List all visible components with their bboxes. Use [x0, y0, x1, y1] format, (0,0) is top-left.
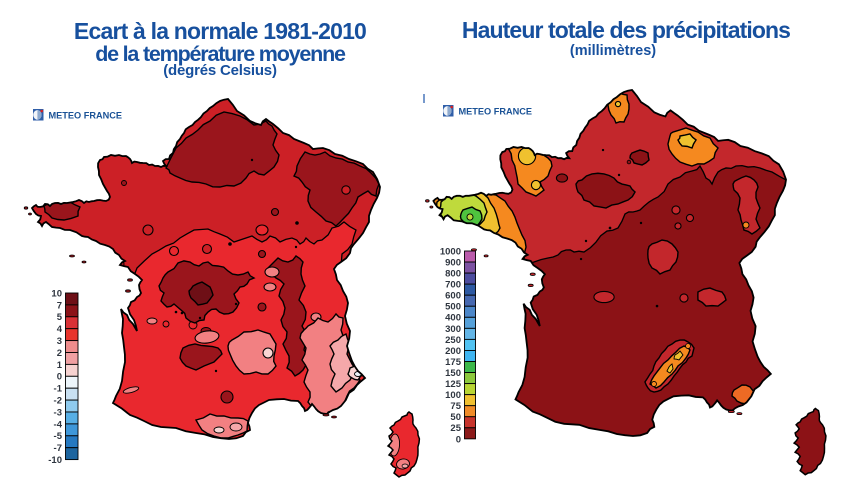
svg-text:-2: -2	[54, 396, 62, 407]
svg-text:METEO FRANCE: METEO FRANCE	[459, 107, 533, 117]
svg-text:-3: -3	[54, 407, 62, 418]
svg-text:-5: -5	[54, 431, 63, 442]
svg-text:5: 5	[57, 312, 63, 323]
svg-text:METEO FRANCE: METEO FRANCE	[49, 111, 123, 121]
svg-text:125: 125	[445, 379, 462, 390]
svg-text:3: 3	[57, 336, 62, 347]
svg-text:200: 200	[445, 346, 461, 357]
svg-text:1000: 1000	[440, 246, 461, 257]
svg-text:4: 4	[57, 324, 63, 335]
svg-text:0: 0	[456, 434, 461, 445]
svg-text:150: 150	[445, 368, 461, 379]
svg-text:-1: -1	[54, 384, 63, 395]
svg-text:25: 25	[450, 423, 461, 434]
svg-text:1: 1	[57, 360, 63, 371]
svg-text:-10: -10	[48, 455, 62, 466]
svg-text:0: 0	[57, 372, 62, 383]
svg-text:100: 100	[445, 390, 461, 401]
svg-text:700: 700	[445, 280, 461, 291]
svg-text:600: 600	[445, 291, 461, 302]
svg-text:300: 300	[445, 324, 461, 335]
svg-text:-7: -7	[54, 443, 62, 454]
svg-text:7: 7	[57, 300, 62, 311]
svg-text:10: 10	[51, 288, 62, 299]
svg-text:800: 800	[445, 269, 461, 280]
svg-text:50: 50	[450, 412, 461, 423]
svg-text:-4: -4	[54, 419, 63, 430]
svg-text:900: 900	[445, 257, 461, 268]
svg-text:400: 400	[445, 313, 461, 324]
svg-text:175: 175	[445, 357, 462, 368]
svg-text:2: 2	[57, 348, 62, 359]
svg-text:500: 500	[445, 302, 461, 313]
svg-text:250: 250	[445, 335, 461, 346]
svg-text:75: 75	[450, 401, 461, 412]
